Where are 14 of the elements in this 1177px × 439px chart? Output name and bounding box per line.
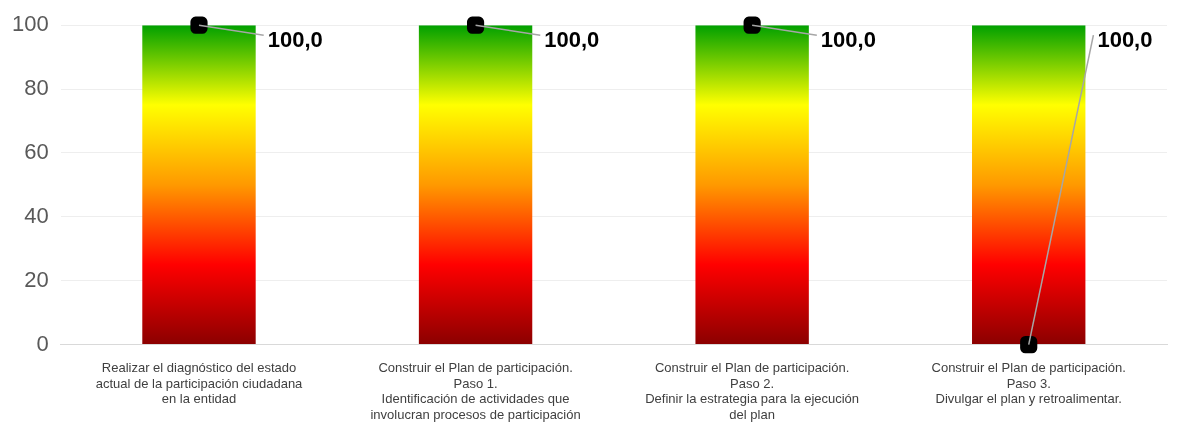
data-label: 100,0 [820, 27, 876, 53]
y-tick-label: 100 [11, 11, 49, 37]
y-tick-label: 60 [24, 139, 49, 165]
x-tick-label: Construir el Plan de participación. Paso 1. Identificación de actividades que involucran procesos de participación [370, 359, 581, 422]
x-tick-label: Construir el Plan de participación. Paso 3. Divulgar el plan y retroalimentar. [931, 359, 1126, 407]
data-label: 100,0 [544, 27, 600, 53]
data-label: 100,0 [1097, 27, 1153, 53]
y-tick-label: 0 [36, 330, 49, 356]
x-tick-label: Construir el Plan de participación. Paso 2. Definir la estrategia para la ejecución del plan [645, 359, 860, 422]
data-label: 100,0 [267, 27, 323, 53]
y-tick-label: 80 [24, 75, 49, 101]
y-tick-label: 40 [24, 202, 49, 228]
y-tick-label: 20 [24, 266, 49, 292]
x-tick-label: Realizar el diagnóstico del estado actual de la participación ciudadana en la entidad [95, 359, 304, 407]
